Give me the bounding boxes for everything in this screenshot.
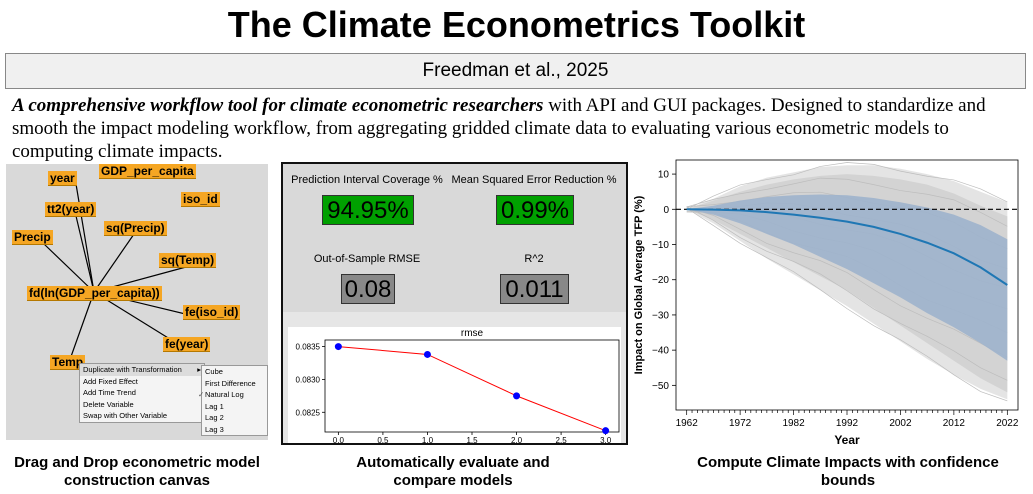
rmse-chart-area: rmse 0.0 0.5 1.0 1.5 2.0 2.5 3.0 0.0825 0.0830 0.… (283, 312, 626, 443)
rmse-xtick-label: 1.5 (466, 436, 478, 443)
coverage-value: 94.95% (322, 195, 414, 225)
submenu-item-natural-log[interactable]: ✓ Natural Log (198, 389, 267, 401)
impact-ylabel: Impact on Global Average TFP (%) (633, 195, 645, 374)
node-fd-ln-gdp[interactable]: fd(ln(GDP_per_capita)) (27, 286, 162, 301)
node-gdp-per-capita[interactable]: GDP_per_capita (99, 164, 196, 179)
node-temp[interactable]: Temp (50, 355, 86, 370)
impact-simulation-line (686, 206, 1008, 381)
submenu-arrow-icon: ▸ (197, 365, 201, 374)
impact-ytick-label: −10 (652, 240, 669, 251)
context-menu: Duplicate with Transformation ▸ Add Fixed… (79, 363, 205, 423)
rmse-label: Out-of-Sample RMSE (313, 253, 421, 265)
impact-ytick-label: −30 (652, 310, 669, 321)
description: A comprehensive workflow tool for climat… (12, 94, 1022, 163)
impact-xtick-label: 2022 (996, 418, 1019, 429)
rmse-chart-title: rmse (461, 328, 484, 339)
impact-xtick-label: 2002 (889, 418, 912, 429)
rmse-ytick-label: 0.0830 (296, 375, 321, 384)
evaluation-panel: Prediction Interval Coverage % 94.95% Me… (281, 162, 628, 445)
page-title: The Climate Econometrics Toolkit (227, 4, 806, 45)
impact-ytick-label: −20 (652, 275, 669, 286)
node-fe-iso-id[interactable]: fe(iso_id) (183, 305, 241, 320)
rmse-xtick-label: 2.5 (556, 436, 568, 443)
rmse-point (334, 343, 342, 351)
impact-simulation-line (686, 207, 1008, 402)
impact-xlabel: Year (834, 433, 860, 446)
rmse-value: 0.08 (341, 274, 395, 304)
impact-xtick-label: 1992 (836, 418, 859, 429)
rmse-series-line (338, 346, 606, 432)
rmse-xtick-label: 2.0 (511, 436, 523, 443)
node-tt2-year[interactable]: tt2(year) (45, 202, 97, 217)
caption-canvas: Drag and Drop econometric model construc… (14, 454, 260, 489)
node-sq-temp[interactable]: sq(Temp) (159, 253, 217, 268)
rmse-point (602, 427, 610, 435)
rmse-chart: rmse 0.0 0.5 1.0 1.5 2.0 2.5 3.0 0.0825 0.0830 0.… (288, 327, 621, 443)
impact-chart: Year Impact on Global Average TFP (%) 19… (633, 159, 1019, 446)
impact-ytick-label: 10 (658, 170, 670, 181)
impact-xtick-label: 1972 (729, 418, 752, 429)
caption-impacts: Compute Climate Impacts with confidence … (697, 454, 999, 489)
rmse-xtick-label: 3.0 (600, 436, 612, 443)
edge-precip (43, 243, 95, 293)
rmse-point (513, 392, 521, 400)
edge-tt2-year (75, 215, 95, 293)
mse-label: Mean Squared Error Reduction % (451, 174, 617, 186)
impact-simulation-line (686, 162, 1008, 210)
menu-item-duplicate[interactable]: Duplicate with Transformation ▸ (80, 364, 204, 376)
menu-item-swap[interactable]: Swap with Other Variable (83, 411, 168, 420)
mse-value: 0.99% (496, 195, 574, 225)
caption-evaluate: Automatically evaluate and compare model… (356, 454, 550, 489)
rmse-chart-bg (288, 327, 621, 443)
node-sq-precip[interactable]: sq(Precip) (104, 221, 167, 236)
edge-year (75, 183, 95, 293)
impact-xtick-label: 1962 (676, 418, 699, 429)
coverage-label: Prediction Interval Coverage % (291, 174, 443, 186)
node-year[interactable]: year (48, 171, 77, 186)
impact-xtick-label: 2012 (943, 418, 966, 429)
node-precip[interactable]: Precip (12, 230, 53, 245)
model-canvas[interactable]: year GDP_per_capita iso_id tt2(year) sq(… (6, 164, 268, 440)
impact-simulation-line (686, 207, 1008, 358)
rmse-ytick-label: 0.0825 (296, 408, 321, 417)
submenu-item-lag-1[interactable]: Lag 1 (205, 401, 224, 411)
r2-value: 0.011 (500, 274, 569, 304)
transformation-submenu: Cube First Difference ✓ Natural Log Lag 1… (198, 365, 268, 436)
impact-simulation-line (686, 177, 1008, 227)
submenu-item-first-difference[interactable]: First Difference (205, 378, 256, 388)
authors-banner: Freedman et al., 2025 (5, 53, 1026, 89)
submenu-item-cube[interactable]: Cube (205, 367, 223, 376)
menu-item-delete[interactable]: Delete Variable (83, 399, 134, 409)
rmse-xtick-label: 0.5 (377, 436, 389, 443)
node-fe-year[interactable]: fe(year) (163, 337, 211, 352)
submenu-item-lag-2[interactable]: Lag 2 (205, 413, 224, 422)
check-icon: ✓ (198, 390, 205, 399)
metrics-area: Prediction Interval Coverage % 94.95% Me… (283, 164, 626, 312)
description-lead: A comprehensive workflow tool for climat… (12, 95, 544, 116)
impact-ytick-label: −40 (652, 346, 669, 357)
menu-item-duplicate-label: Duplicate with Transformation (83, 365, 182, 374)
menu-item-time-trend[interactable]: Add Time Trend (83, 388, 136, 397)
impact-xtick-label: 1982 (782, 418, 805, 429)
impact-mean-line (686, 208, 1008, 286)
edge-temp (67, 291, 95, 366)
submenu-item-natural-log-label: Natural Log (205, 390, 244, 399)
menu-item-fixed-effect[interactable]: Add Fixed Effect (83, 376, 138, 386)
rmse-ytick-label: 0.0835 (296, 343, 321, 352)
impact-ytick-label: 0 (663, 205, 669, 216)
rmse-point (423, 350, 431, 358)
description-rest: with API and GUI packages. Designed to s… (12, 95, 986, 162)
rmse-xtick-label: 1.0 (422, 436, 434, 443)
edge-sq-precip (93, 233, 135, 293)
node-iso-id[interactable]: iso_id (181, 192, 220, 207)
r2-label: R^2 (524, 253, 544, 265)
submenu-item-lag-3[interactable]: Lag 3 (205, 424, 224, 434)
impact-ci-band (686, 194, 1008, 361)
rmse-xtick-label: 0.0 (333, 436, 345, 443)
impact-ytick-label: −50 (652, 381, 669, 392)
